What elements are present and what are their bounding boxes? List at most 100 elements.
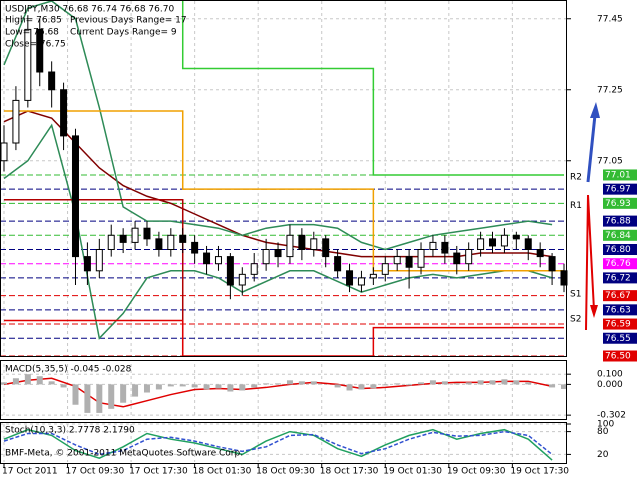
x-tick-label: 19 Oct 01:30 xyxy=(383,467,442,477)
histogram-bar xyxy=(334,384,341,388)
indicator-line xyxy=(4,199,184,356)
level-label: 77.01 xyxy=(605,170,631,180)
indicator-line xyxy=(3,377,553,408)
level-label: 76.72 xyxy=(605,273,631,283)
candle-body xyxy=(60,89,68,137)
candle-body xyxy=(512,234,520,240)
histogram-bar xyxy=(441,381,448,385)
target-arrow-head xyxy=(590,102,600,118)
candle-body xyxy=(536,249,544,258)
x-tick-label: 19 Oct 09:30 xyxy=(447,467,506,477)
histogram-bar xyxy=(215,384,222,389)
histogram-bar xyxy=(108,384,115,409)
level-label: 76.59 xyxy=(605,320,631,330)
histogram-bar xyxy=(346,384,353,391)
candle-body xyxy=(214,256,222,265)
histogram-bar xyxy=(310,381,317,385)
pivot-label: S1 xyxy=(570,290,581,300)
histogram-bar xyxy=(143,384,150,393)
candle-body xyxy=(357,277,365,286)
candle-body xyxy=(36,28,44,73)
histogram-bar xyxy=(429,380,436,385)
histogram-bar xyxy=(167,384,174,387)
candle-body xyxy=(167,234,175,251)
candle-body xyxy=(48,71,56,91)
histogram-bar xyxy=(60,384,67,388)
candle-body xyxy=(226,256,234,286)
indicator-line xyxy=(3,430,553,456)
candle-body xyxy=(369,273,377,279)
candle-body xyxy=(119,234,127,243)
candle-body xyxy=(203,252,211,265)
histogram-bar xyxy=(298,381,305,385)
level-label-box xyxy=(603,169,637,181)
candle-body xyxy=(405,256,413,268)
y-tick-label: 77.45 xyxy=(597,14,623,24)
histogram-bar xyxy=(239,384,246,391)
level-label-box xyxy=(603,258,637,270)
x-tick-label: 17 Oct 09:30 xyxy=(66,467,125,477)
level-label: 76.84 xyxy=(605,231,631,241)
panel-title: USDJPY,M30 76.68 76.74 76.68 76.70 xyxy=(5,5,174,15)
indicator-line xyxy=(3,428,553,461)
candle-body xyxy=(143,227,151,240)
candle-body xyxy=(191,241,199,254)
target-arrow-line xyxy=(586,114,597,183)
histogram-bar xyxy=(489,380,496,385)
indicator-line xyxy=(181,1,564,176)
histogram-bar xyxy=(418,382,425,385)
candle-body xyxy=(346,270,354,286)
histogram-bar xyxy=(382,384,389,386)
y-tick-label: 77.25 xyxy=(597,85,623,95)
panel-title: Stoch(10,3,3) 2.7778 2.1790 xyxy=(5,426,135,436)
histogram-bar xyxy=(12,378,19,385)
signal-arrow-line xyxy=(585,194,595,331)
level-label: 76.76 xyxy=(605,259,631,269)
candle-body xyxy=(131,227,139,243)
x-tick-label: 17 Oct 2011 xyxy=(2,467,58,477)
histogram-bar xyxy=(227,384,234,392)
candle-body xyxy=(71,135,79,258)
histogram-bar xyxy=(465,382,472,385)
candle-body xyxy=(83,256,91,272)
x-tick-label: 18 Oct 09:30 xyxy=(256,467,315,477)
indicator-line xyxy=(3,0,553,251)
candle-body xyxy=(524,238,532,251)
histogram-bar xyxy=(358,384,365,390)
annotation: Low= 76.68 xyxy=(5,28,59,38)
annotation: BMF-Meta, © 2001-2011 MetaQuotes Softwar… xyxy=(5,449,243,459)
y-tick-label: 0.100 xyxy=(597,370,623,380)
histogram-bar xyxy=(1,382,7,385)
histogram-bar xyxy=(370,384,377,389)
candle-body xyxy=(0,142,8,162)
pivot-label: R2 xyxy=(570,173,582,183)
candle-body xyxy=(453,252,461,265)
level-label: 76.88 xyxy=(605,217,631,227)
histogram-bar xyxy=(203,384,210,390)
macd-panel-border xyxy=(0,360,567,420)
histogram-bar xyxy=(48,381,55,385)
candle-body xyxy=(262,249,270,265)
candle-body xyxy=(500,234,508,247)
candle-body xyxy=(24,28,32,101)
histogram-bar xyxy=(275,383,282,385)
histogram-bar xyxy=(96,384,103,413)
histogram-bar xyxy=(72,384,79,405)
y-tick-label: -0.302 xyxy=(597,411,626,421)
histogram-bar xyxy=(453,383,460,385)
candle-body xyxy=(441,241,449,254)
histogram-bar xyxy=(36,376,43,385)
y-tick-label: 20 xyxy=(597,450,609,460)
x-tick-label: 18 Oct 17:30 xyxy=(320,467,379,477)
y-tick-label: 0.000 xyxy=(597,380,623,390)
level-label: 76.55 xyxy=(605,334,631,344)
histogram-bar xyxy=(561,384,567,389)
level-label-box xyxy=(603,332,637,344)
level-label-box xyxy=(603,197,637,209)
x-tick-label: 19 Oct 17:30 xyxy=(510,467,569,477)
level-label-box xyxy=(603,215,637,227)
histogram-bar xyxy=(132,384,139,397)
candle-body xyxy=(393,256,401,265)
